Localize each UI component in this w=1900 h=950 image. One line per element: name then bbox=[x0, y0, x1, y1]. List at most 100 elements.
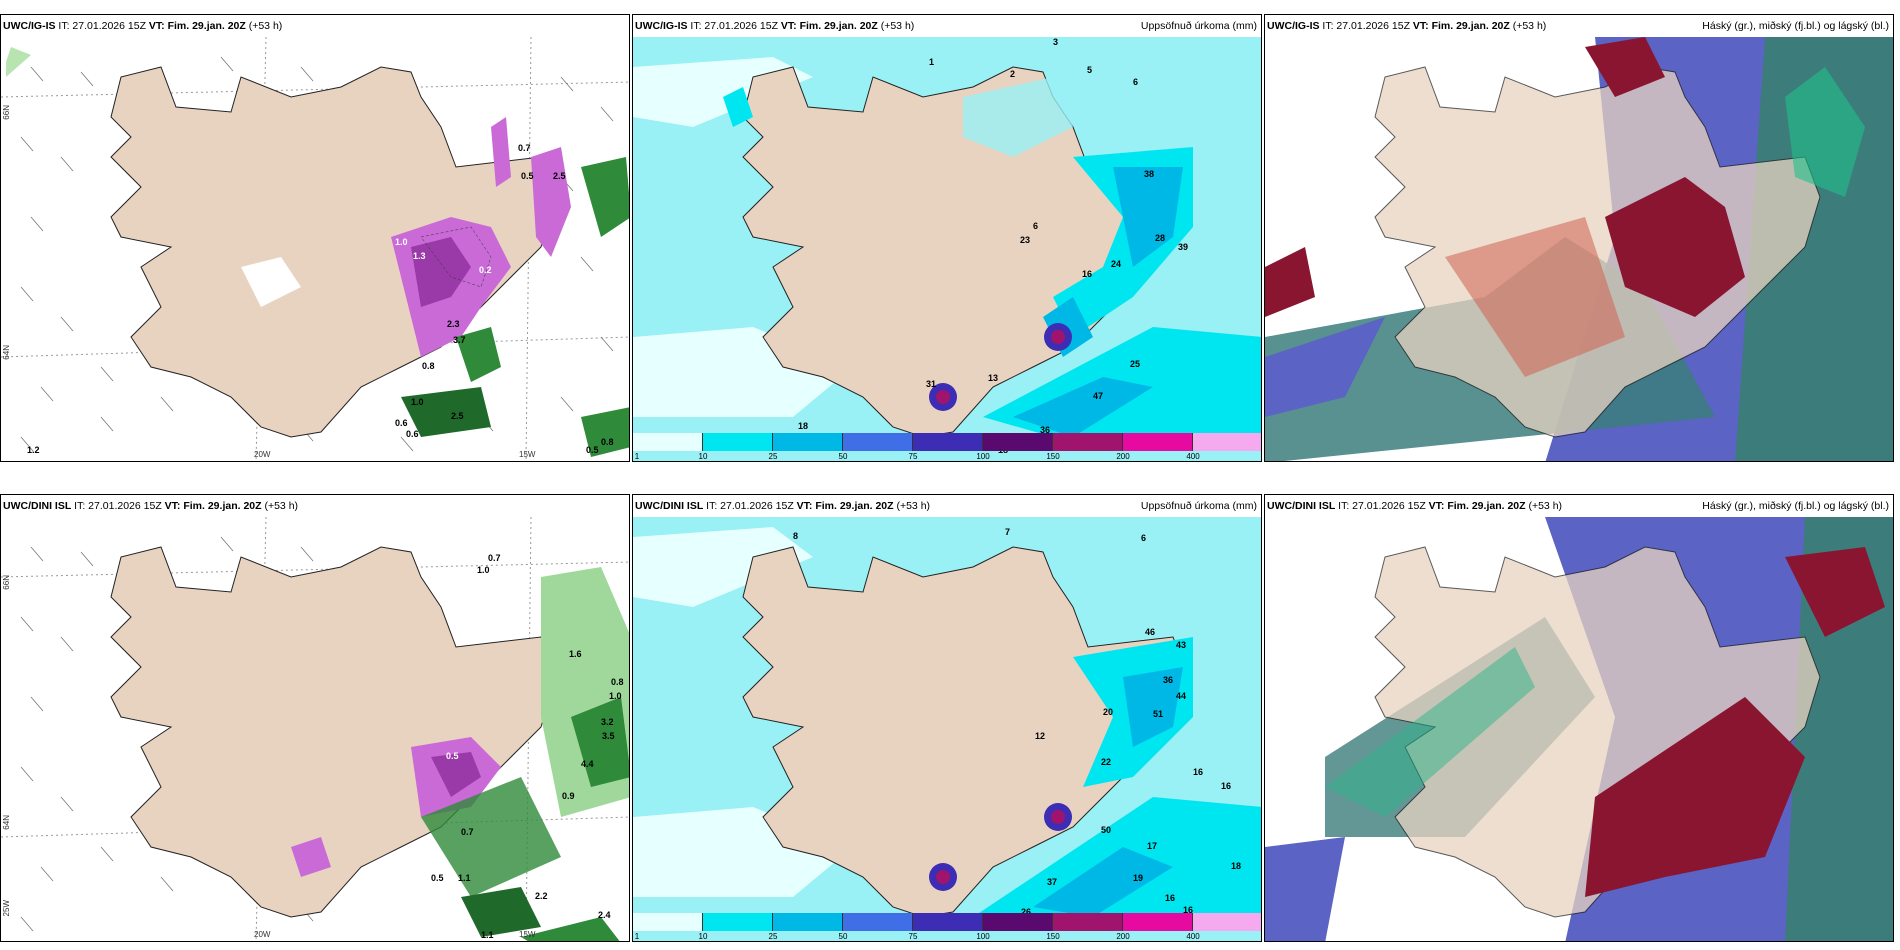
panel-title: UWC/DINI ISL IT: 27.01.2026 15Z VT: Fim.… bbox=[1, 495, 629, 517]
precip-value: 26 bbox=[1021, 907, 1032, 917]
temp-value: 0.8 bbox=[601, 437, 614, 447]
colorbar-label: 400 bbox=[1186, 932, 1200, 941]
precip-value: 3 bbox=[1053, 37, 1059, 47]
colorbar-label: 10 bbox=[698, 452, 708, 461]
colorbar-segment bbox=[1123, 913, 1193, 931]
precip-value: 36 bbox=[1163, 675, 1174, 685]
precip-value: 50 bbox=[1101, 825, 1112, 835]
panel-temp-wind-dini: UWC/DINI ISL IT: 27.01.2026 15Z VT: Fim.… bbox=[0, 494, 630, 942]
precip-value: 6 bbox=[1133, 77, 1139, 87]
precip-value: 46 bbox=[1145, 627, 1156, 637]
temp-value: 0.9 bbox=[562, 791, 575, 801]
panel-title: UWC/DINI ISL IT: 27.01.2026 15Z VT: Fim.… bbox=[1265, 495, 1893, 517]
temp-value: 2.4 bbox=[598, 910, 611, 920]
precip-value: 44 bbox=[1176, 691, 1187, 701]
precip-colorbar: 1 10 25 50 75 100 150 200 400 bbox=[633, 913, 1261, 941]
colorbar-segment bbox=[913, 433, 983, 451]
colorbar-label: 200 bbox=[1116, 932, 1130, 941]
colorbar-segment bbox=[913, 913, 983, 931]
axis-lon-20: 20W bbox=[254, 450, 271, 459]
precip-value: 23 bbox=[1020, 235, 1031, 245]
precip-value: 13 bbox=[988, 373, 999, 383]
temp-value: 0.5 bbox=[446, 751, 459, 761]
precip-value: 18 bbox=[798, 421, 809, 431]
temp-value: 3.2 bbox=[601, 717, 614, 727]
precip-value: 16 bbox=[1221, 781, 1232, 791]
precip-value: 1 bbox=[929, 57, 935, 67]
temp-value: 2.5 bbox=[451, 411, 464, 421]
axis-lon-20: 20W bbox=[254, 930, 271, 939]
precip-value: 12 bbox=[1035, 731, 1046, 741]
precip-value: 6 bbox=[1033, 221, 1039, 231]
precip-value: 38 bbox=[1144, 169, 1155, 179]
colorbar-segment bbox=[773, 913, 843, 931]
colorbar-segment bbox=[703, 433, 773, 451]
precip-value: 2 bbox=[1010, 69, 1016, 79]
precip-value: 7 bbox=[1005, 527, 1011, 537]
precip-value: 28 bbox=[1155, 233, 1166, 243]
map-clouds bbox=[1265, 37, 1893, 461]
temp-value: 1.0 bbox=[395, 237, 408, 247]
colorbar-label: 1 bbox=[634, 932, 640, 941]
colorbar-label: 150 bbox=[1046, 452, 1060, 461]
temp-value: 2.2 bbox=[535, 891, 548, 901]
map-canvas bbox=[1, 517, 629, 941]
temp-value: 3.5 bbox=[602, 731, 615, 741]
temp-value: 0.7 bbox=[461, 827, 474, 837]
colorbar-label: 25 bbox=[768, 932, 778, 941]
precip-value: 18 bbox=[1231, 861, 1242, 871]
colorbar-segment bbox=[703, 913, 773, 931]
panel-temp-wind-igis: UWC/IG-IS IT: 27.01.2026 15Z VT: Fim. 29… bbox=[0, 14, 630, 462]
precip-value: 39 bbox=[1178, 242, 1189, 252]
temp-value: 0.5 bbox=[521, 171, 534, 181]
precip-value: 22 bbox=[1101, 757, 1112, 767]
colorbar-label: 150 bbox=[1046, 932, 1060, 941]
colorbar-label: 25 bbox=[768, 452, 778, 461]
map-temp-wind bbox=[1, 37, 629, 461]
precip-value: 25 bbox=[1130, 359, 1141, 369]
precip-value: 20 bbox=[1103, 707, 1114, 717]
temp-value: 1.6 bbox=[569, 649, 582, 659]
colorbar-segment bbox=[1193, 433, 1261, 451]
axis-lon-15: 15W bbox=[519, 450, 536, 459]
precip-value: 47 bbox=[1093, 391, 1104, 401]
temp-value: 0.6 bbox=[395, 418, 408, 428]
panel-precip-dini: UWC/DINI ISL IT: 27.01.2026 15Z VT: Fim.… bbox=[632, 494, 1262, 942]
map-temp-wind bbox=[1, 517, 629, 941]
map-precip bbox=[633, 37, 1261, 461]
precip-value: 36 bbox=[1040, 425, 1051, 435]
colorbar-label: 50 bbox=[838, 452, 848, 461]
temp-value: 0.5 bbox=[586, 445, 599, 455]
temp-value: 1.0 bbox=[411, 397, 424, 407]
panel-clouds-dini: UWC/DINI ISL IT: 27.01.2026 15Z VT: Fim.… bbox=[1264, 494, 1894, 942]
panel-variable-label: Uppsöfnuð úrkoma (mm) bbox=[1140, 500, 1257, 512]
panel-variable-label: Háský (gr.), miðský (fj.bl.) og lágský (… bbox=[1702, 500, 1889, 512]
colorbar-label: 75 bbox=[908, 452, 918, 461]
colorbar-segment bbox=[1193, 913, 1261, 931]
map-precip bbox=[633, 517, 1261, 941]
precip-value: 16 bbox=[1183, 905, 1194, 915]
axis-lat-66: 66N bbox=[2, 575, 11, 590]
precip-value: 5 bbox=[1087, 65, 1093, 75]
temp-value: 0.7 bbox=[518, 143, 531, 153]
temp-value: 2.5 bbox=[553, 171, 566, 181]
precip-value: 16 bbox=[1165, 893, 1176, 903]
colorbar-segment bbox=[633, 913, 703, 931]
temp-value: 0.6 bbox=[406, 429, 419, 439]
colorbar-segment bbox=[633, 433, 703, 451]
temp-value: 3.7 bbox=[453, 335, 466, 345]
colorbar-label: 100 bbox=[976, 452, 990, 461]
panel-title: UWC/IG-IS IT: 27.01.2026 15Z VT: Fim. 29… bbox=[1, 15, 629, 37]
temp-value: 1.1 bbox=[458, 873, 471, 883]
panel-title: UWC/DINI ISL IT: 27.01.2026 15Z VT: Fim.… bbox=[633, 495, 1261, 517]
map-canvas bbox=[633, 37, 1261, 461]
temp-value: 1.1 bbox=[481, 930, 494, 940]
precip-value: 6 bbox=[1141, 533, 1147, 543]
precip-value: 19 bbox=[1133, 873, 1144, 883]
map-canvas bbox=[633, 517, 1261, 941]
temp-value: 2.3 bbox=[447, 319, 460, 329]
precip-value: 24 bbox=[1111, 259, 1122, 269]
colorbar-label: 75 bbox=[908, 932, 918, 941]
precip-value: 16 bbox=[1193, 767, 1204, 777]
panel-clouds-igis: UWC/IG-IS IT: 27.01.2026 15Z VT: Fim. 29… bbox=[1264, 14, 1894, 462]
